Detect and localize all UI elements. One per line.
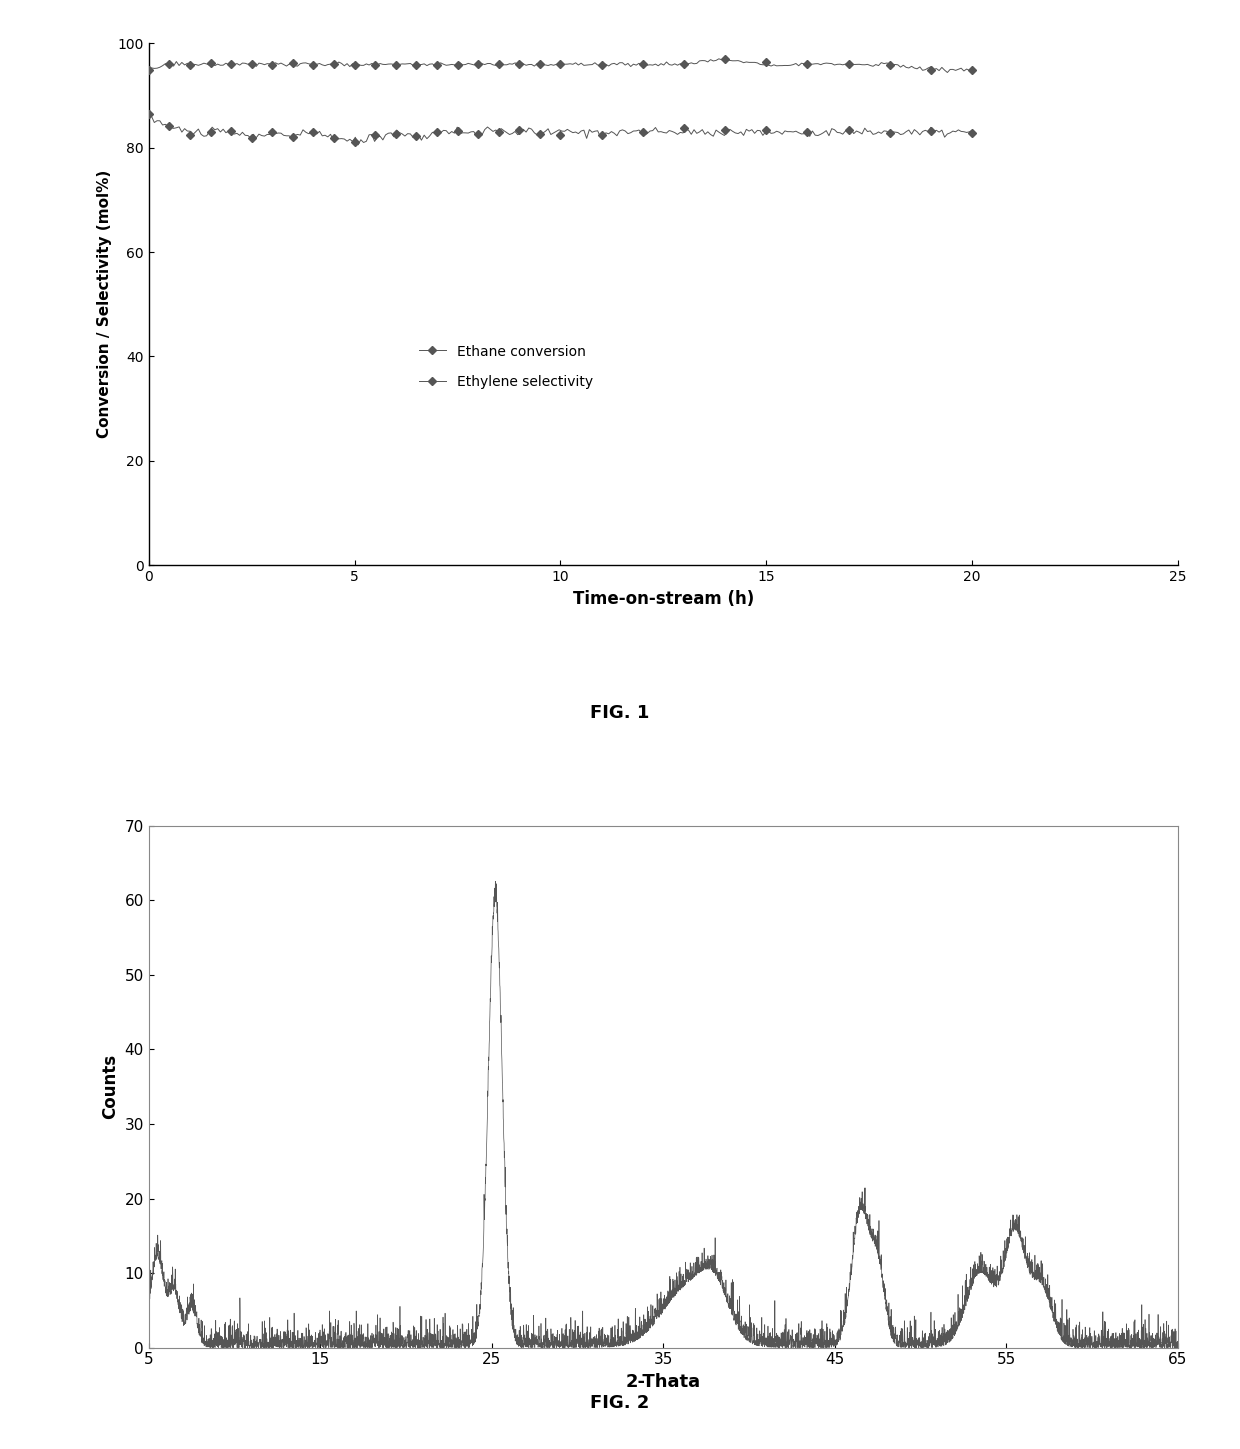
Text: FIG. 1: FIG. 1: [590, 704, 650, 722]
X-axis label: 2-Thata: 2-Thata: [626, 1374, 701, 1391]
Y-axis label: Counts: Counts: [100, 1055, 119, 1119]
X-axis label: Time-on-stream (h): Time-on-stream (h): [573, 590, 754, 607]
Y-axis label: Conversion / Selectivity (mol%): Conversion / Selectivity (mol%): [97, 170, 112, 439]
Text: FIG. 2: FIG. 2: [590, 1394, 650, 1411]
Legend: Ethane conversion, Ethylene selectivity: Ethane conversion, Ethylene selectivity: [413, 339, 599, 394]
